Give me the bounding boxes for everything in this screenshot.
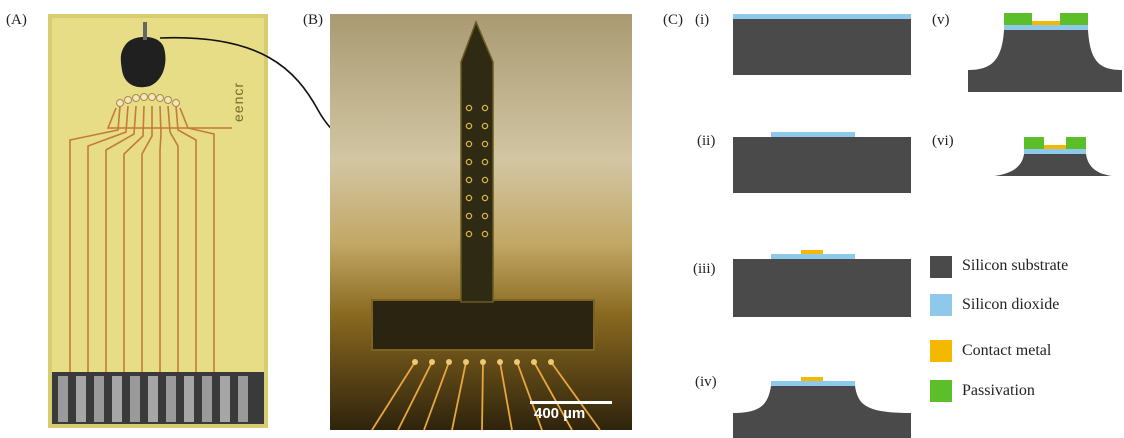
legend-label-passivation: Passivation: [962, 382, 1035, 399]
step-vi-cross-section: [994, 137, 1112, 176]
legend-label-dioxide: Silicon dioxide: [962, 296, 1060, 313]
probe-micrograph: [330, 14, 632, 431]
step-ii-cross-section: [733, 132, 911, 193]
step-label-i: (i): [695, 12, 710, 28]
panel-b-label: (B): [303, 12, 323, 28]
bond-pads: [116, 93, 180, 107]
scale-bar-label: 400 µm: [534, 405, 586, 422]
pcb-board-text: eencr: [230, 81, 246, 122]
probe-chip: [120, 36, 166, 88]
electrode-sites: [465, 104, 489, 238]
bond-wires: [371, 361, 601, 431]
pcb-board-photo: [48, 14, 268, 428]
legend-swatch-metal: [930, 340, 952, 362]
copper-traces: [69, 105, 232, 372]
legend-label-metal: Contact metal: [962, 342, 1052, 359]
legend-swatches: [930, 256, 952, 402]
legend-swatch-dioxide: [930, 294, 952, 316]
step-label-iv: (iv): [695, 374, 717, 390]
step-label-iii: (iii): [693, 261, 716, 277]
legend-swatch-substrate: [930, 256, 952, 278]
step-label-vi: (vi): [932, 133, 954, 149]
step-iv-cross-section: [733, 377, 911, 438]
legend-label-substrate: Silicon substrate: [962, 257, 1069, 274]
step-label-ii: (ii): [697, 133, 716, 149]
step-iii-cross-section: [733, 250, 911, 317]
scale-bar: [530, 401, 612, 404]
panel-c-label: (C): [663, 12, 683, 28]
connector-pins: [52, 372, 264, 424]
legend-swatch-passivation: [930, 380, 952, 402]
step-i-cross-section: [733, 14, 911, 75]
step-v-cross-section: [968, 13, 1122, 92]
step-label-v: (v): [932, 12, 950, 28]
panel-a-label: (A): [6, 12, 27, 28]
